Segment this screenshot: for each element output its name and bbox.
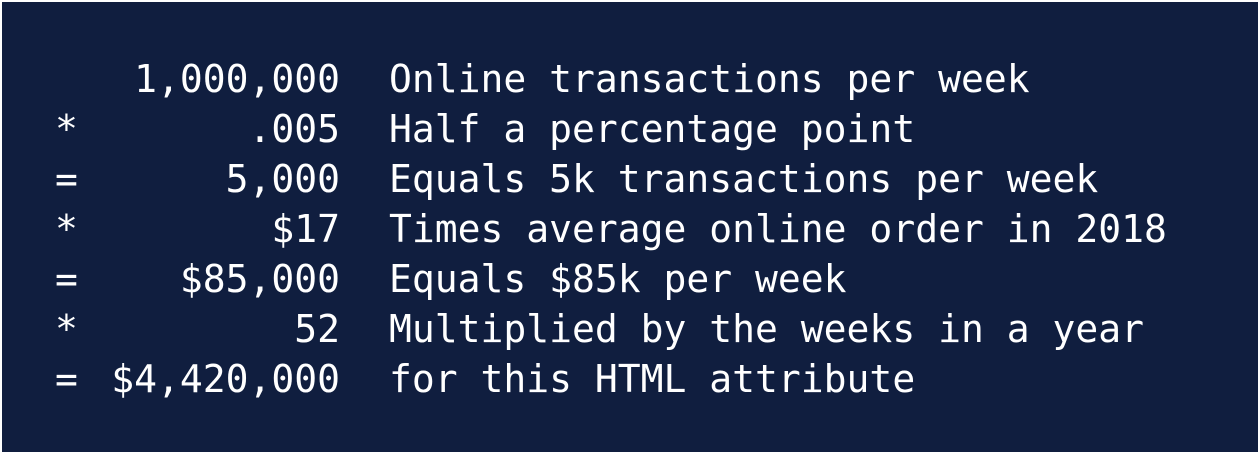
- description: Half a percentage point: [389, 107, 916, 151]
- value: $4,420,000: [111, 357, 340, 401]
- description: Times average online order in 2018: [389, 207, 1167, 251]
- calc-row: 1,000,000 Online transactions per week: [2, 54, 1258, 104]
- value: 5,000: [225, 157, 340, 201]
- description: Online transactions per week: [389, 57, 1030, 101]
- calc-row: * .005 Half a percentage point: [2, 104, 1258, 154]
- operator: *: [55, 207, 78, 251]
- value: $17: [271, 207, 340, 251]
- operator: =: [55, 257, 78, 301]
- operator: *: [55, 307, 78, 351]
- value: .005: [248, 107, 340, 151]
- value: 1,000,000: [134, 57, 340, 101]
- operator: =: [55, 157, 78, 201]
- calc-row: = 5,000 Equals 5k transactions per week: [2, 154, 1258, 204]
- value: 52: [294, 307, 340, 351]
- value: $85,000: [179, 257, 340, 301]
- calc-row: * $17 Times average online order in 2018: [2, 204, 1258, 254]
- description: for this HTML attribute: [389, 357, 916, 401]
- operator: *: [55, 107, 78, 151]
- calc-row: = $4,420,000 for this HTML attribute: [2, 354, 1258, 404]
- description: Multiplied by the weeks in a year: [389, 307, 1144, 351]
- operator: =: [55, 357, 78, 401]
- calc-row: * 52 Multiplied by the weeks in a year: [2, 304, 1258, 354]
- description: Equals 5k transactions per week: [389, 157, 1099, 201]
- calc-row: = $85,000 Equals $85k per week: [2, 254, 1258, 304]
- description: Equals $85k per week: [389, 257, 847, 301]
